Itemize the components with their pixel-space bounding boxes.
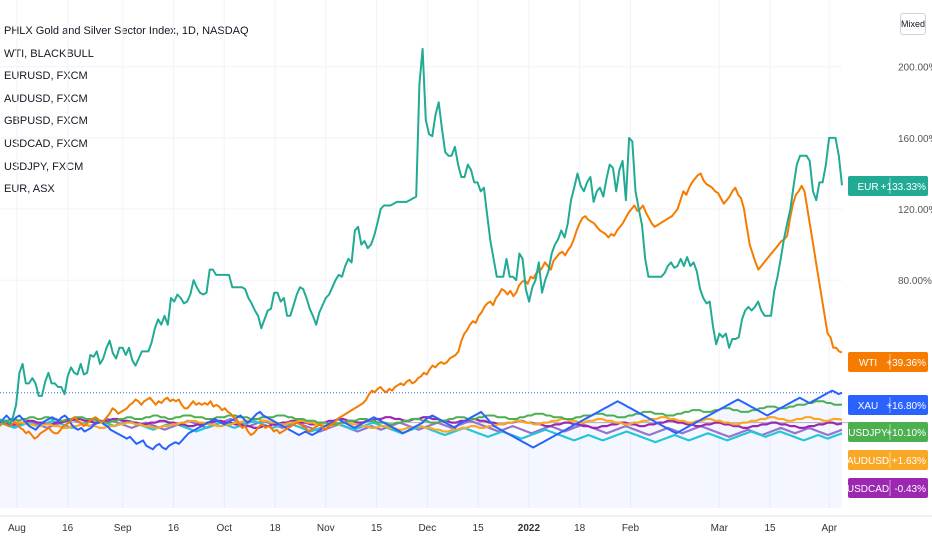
x-tick-label: Nov — [317, 523, 335, 534]
badge-bg — [848, 422, 928, 442]
x-tick-label: Feb — [622, 523, 640, 534]
badge-value: +16.80% — [886, 401, 926, 412]
badge-value: +1.63% — [892, 456, 926, 467]
badge-name: XAU — [858, 401, 879, 412]
x-tick-label: 18 — [269, 523, 281, 534]
y-tick-label: 80.00% — [898, 276, 932, 287]
badge-usdcad: USDCAD -0.43% — [847, 478, 928, 498]
legend-item-eurusd[interactable]: EURUSD, FXCM — [4, 70, 88, 83]
badge-bg — [848, 352, 928, 372]
x-tick-label: Apr — [822, 523, 838, 534]
x-tick-label: 16 — [168, 523, 180, 534]
legend-item-audusd[interactable]: AUDUSD, FXCM — [4, 92, 88, 105]
badge-usdjpy: USDJPY+10.10% — [848, 422, 928, 442]
audusd-line — [0, 416, 843, 433]
eur-line — [0, 47, 843, 426]
legend-item-wti[interactable]: WTI, BLACKBULL — [4, 47, 94, 60]
badge-value: +10.10% — [886, 428, 926, 439]
badge-audusd: AUDUSD +1.63% — [847, 450, 928, 470]
badge-value: +133.33% — [881, 182, 926, 193]
y-tick-label: 200.00% — [898, 63, 932, 74]
badge-bg — [848, 395, 928, 415]
y-tick-label: 160.00% — [898, 134, 932, 145]
badge-eur: EUR +133.33% — [848, 176, 928, 196]
scale-mode-button[interactable]: Mixed — [900, 13, 926, 35]
xau-area — [0, 390, 842, 508]
y-tick-label: 120.00% — [898, 205, 932, 216]
chart-title: PHLX Gold and Silver Sector Index, 1D, N… — [4, 25, 249, 37]
x-tick-label: Aug — [8, 523, 26, 534]
badge-bg — [848, 478, 928, 498]
badge-name: WTI — [859, 358, 877, 369]
legend-item-usdjpy[interactable]: USDJPY, FXCM — [4, 160, 84, 173]
series-lines — [0, 47, 843, 451]
legend-item-gbpusd[interactable]: GBPUSD, FXCM — [4, 115, 88, 128]
x-tick-label: 15 — [765, 523, 777, 534]
xau-area-fill — [0, 390, 842, 508]
badge-name: USDCAD — [847, 484, 889, 495]
badge-name: USDJPY — [848, 428, 888, 439]
x-tick-label: 16 — [62, 523, 74, 534]
x-tick-label: 15 — [473, 523, 485, 534]
legend-item-usdcad[interactable]: USDCAD, FXCM — [4, 137, 88, 150]
price-badges: EUR +133.33% WTI +39.36% XAU +16.80% USDJPY+10… — [847, 176, 928, 498]
badge-bg — [848, 176, 928, 196]
xau-line — [0, 389, 843, 451]
badge-name: EUR — [857, 182, 878, 193]
x-tick-label: 18 — [574, 523, 586, 534]
x-tick-label: 15 — [371, 523, 383, 534]
usdjpy-line — [0, 400, 843, 426]
x-tick-label: Dec — [418, 523, 436, 534]
x-axis[interactable]: Aug 16 Sep 16 Oct 18 Nov 15 Dec 15 2022 18 Feb Mar 15 A… — [8, 523, 838, 534]
y-axis[interactable]: 200.00% 160.00% 120.00% 80.00% — [898, 63, 932, 288]
badge-wti: WTI +39.36% — [848, 352, 928, 372]
wti-line — [0, 172, 843, 440]
badge-name: AUDUSD — [847, 456, 889, 467]
badge-xau: XAU +16.80% — [848, 395, 928, 415]
badge-value: -0.43% — [894, 484, 926, 495]
badge-bg — [848, 450, 928, 470]
badge-value: +39.36% — [886, 358, 926, 369]
x-tick-label: 2022 — [518, 523, 541, 534]
x-tick-label: Sep — [114, 523, 132, 534]
x-tick-label: Oct — [216, 523, 232, 534]
x-tick-label: Mar — [711, 523, 729, 534]
